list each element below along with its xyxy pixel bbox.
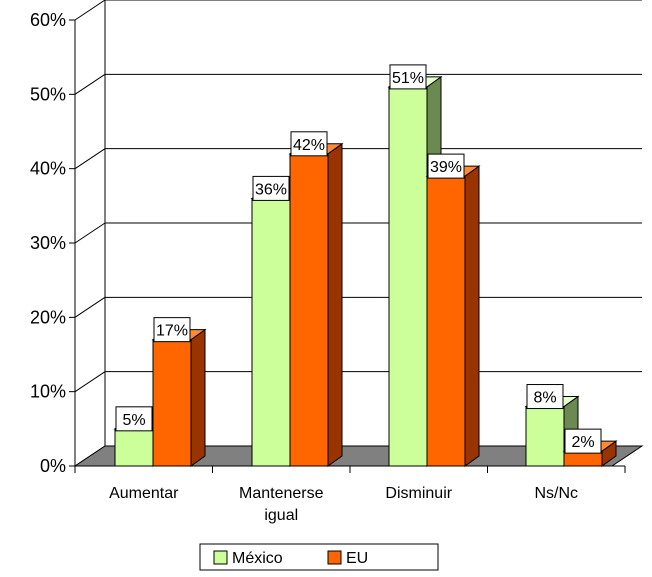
x-tick-label: Aumentar <box>109 485 179 502</box>
gridline-side <box>74 222 106 244</box>
data-label: 39% <box>430 159 462 176</box>
data-label-box <box>153 317 191 343</box>
bar-side <box>190 328 206 467</box>
data-label-box <box>252 175 290 201</box>
y-tick-label: 50% <box>30 84 66 104</box>
gridline-side <box>74 73 106 95</box>
gridline-side <box>74 148 106 170</box>
data-label-box <box>389 64 427 90</box>
data-label: 5% <box>122 412 145 429</box>
bar-side <box>327 142 343 467</box>
bar-side <box>464 165 480 467</box>
data-label-box <box>564 428 602 454</box>
gridline-side <box>74 296 106 318</box>
data-label: 2% <box>571 434 594 451</box>
x-tick-label: igual <box>264 507 298 524</box>
bar <box>388 86 428 467</box>
data-label-box <box>115 406 153 432</box>
data-label: 8% <box>533 390 556 407</box>
data-label-box <box>526 384 564 410</box>
data-label: 51% <box>392 70 424 87</box>
y-tick-label: 40% <box>30 159 66 179</box>
bar <box>289 153 329 467</box>
y-tick-label: 30% <box>30 233 66 253</box>
data-label: 36% <box>255 181 287 198</box>
x-tick-label: Ns/Nc <box>534 485 578 502</box>
y-tick-label: 0% <box>40 456 66 476</box>
bar <box>114 428 154 467</box>
data-label: 17% <box>156 323 188 340</box>
y-tick-label: 20% <box>30 307 66 327</box>
legend-swatch <box>213 550 228 565</box>
bar <box>426 175 466 467</box>
data-label: 42% <box>293 137 325 154</box>
y-tick-label: 60% <box>30 10 66 30</box>
gridline-side <box>74 371 106 393</box>
legend-swatch <box>327 550 342 565</box>
legend <box>199 543 439 571</box>
legend-label: EU <box>346 550 368 567</box>
x-tick-label: Disminuir <box>385 485 452 502</box>
data-label-box <box>290 131 328 157</box>
gridline-side <box>74 0 106 21</box>
data-label-box <box>427 153 465 179</box>
y-tick-label: 10% <box>30 382 66 402</box>
x-tick-label: Mantenerse <box>239 485 324 502</box>
bar <box>152 339 192 467</box>
bar <box>525 406 565 467</box>
bar <box>251 197 291 467</box>
legend-label: México <box>232 550 283 567</box>
